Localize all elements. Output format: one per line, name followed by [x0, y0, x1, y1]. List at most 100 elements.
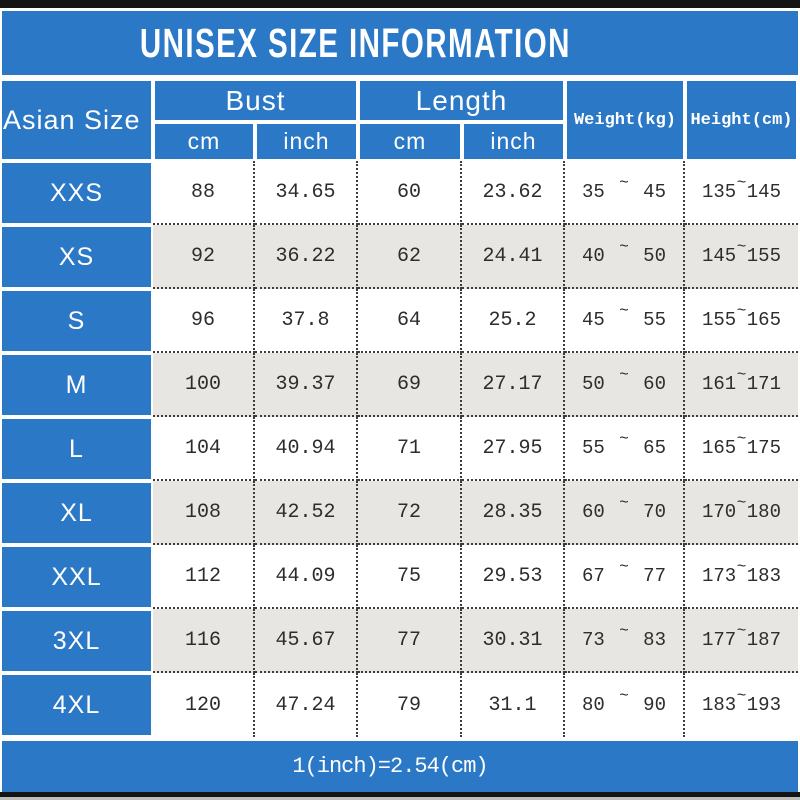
- length-inch-cell: 29.53: [462, 545, 565, 609]
- bust-cm-cell: 92: [153, 225, 255, 289]
- tilde-separator: ~: [619, 558, 629, 576]
- length-inch-cell: 23.62: [462, 161, 565, 225]
- weight-min: 45: [582, 309, 605, 331]
- bust-cm-cell: 100: [153, 353, 255, 417]
- weight-range-cell: 35 ~ 45: [565, 161, 685, 225]
- length-cm-cell: 64: [358, 289, 462, 353]
- weight-min: 40: [582, 245, 605, 267]
- tilde-separator: ~: [736, 366, 747, 384]
- tilde-separator: ~: [736, 687, 747, 705]
- weight-min: 55: [582, 437, 605, 459]
- weight-min: 80: [582, 694, 605, 716]
- length-inch-cell: 28.35: [462, 481, 565, 545]
- bust-inch-cell: 47.24: [255, 673, 358, 737]
- header-length: Length: [358, 79, 565, 122]
- conversion-note: 1(inch)=2.54(cm): [292, 754, 488, 779]
- length-cm-cell: 69: [358, 353, 462, 417]
- height-min: 135: [702, 181, 737, 203]
- height-min: 183: [702, 694, 737, 716]
- size-chart-table: Asian Size Bust Length Weight(kg) Height…: [2, 79, 798, 737]
- height-range-cell: 170 ~ 180: [685, 481, 798, 545]
- height-range-cell: 155 ~ 165: [685, 289, 798, 353]
- weight-range-cell: 67 ~ 77: [565, 545, 685, 609]
- length-inch-cell: 30.31: [462, 609, 565, 673]
- weight-max: 50: [643, 245, 666, 267]
- size-label-4xl: 4XL: [2, 673, 153, 737]
- length-inch-cell: 27.17: [462, 353, 565, 417]
- tilde-separator: ~: [736, 238, 747, 256]
- weight-max: 60: [643, 373, 666, 395]
- height-min: 177: [702, 629, 737, 651]
- tilde-separator: ~: [736, 174, 747, 192]
- size-label-xl: XL: [2, 481, 153, 545]
- weight-max: 65: [643, 437, 666, 459]
- tilde-separator: ~: [619, 366, 629, 384]
- size-label-s: S: [2, 289, 153, 353]
- height-min: 165: [702, 437, 737, 459]
- length-cm-cell: 79: [358, 673, 462, 737]
- spacer: [0, 8, 800, 11]
- length-cm-cell: 77: [358, 609, 462, 673]
- header-bust-cm: cm: [153, 122, 255, 161]
- height-max: 183: [746, 565, 781, 587]
- footer-band: 1(inch)=2.54(cm): [2, 741, 798, 792]
- height-range-cell: 135 ~ 145: [685, 161, 798, 225]
- weight-range-cell: 45 ~ 55: [565, 289, 685, 353]
- length-inch-cell: 24.41: [462, 225, 565, 289]
- spacer: [0, 75, 800, 79]
- tilde-separator: ~: [736, 558, 747, 576]
- height-range-cell: 183 ~ 193: [685, 673, 798, 737]
- tilde-separator: ~: [736, 622, 747, 640]
- length-cm-cell: 60: [358, 161, 462, 225]
- header-asian-size: Asian Size: [2, 79, 153, 161]
- tilde-separator: ~: [619, 238, 629, 256]
- bust-cm-cell: 120: [153, 673, 255, 737]
- bust-inch-cell: 34.65: [255, 161, 358, 225]
- bust-inch-cell: 45.67: [255, 609, 358, 673]
- header-height: Height(cm): [685, 79, 798, 161]
- tilde-separator: ~: [619, 622, 629, 640]
- bust-inch-cell: 37.8: [255, 289, 358, 353]
- length-inch-cell: 25.2: [462, 289, 565, 353]
- size-label-xs: XS: [2, 225, 153, 289]
- weight-max: 77: [643, 565, 666, 587]
- bottom-black-bar: [0, 792, 800, 797]
- bust-cm-cell: 88: [153, 161, 255, 225]
- height-min: 170: [702, 501, 737, 523]
- bust-cm-cell: 112: [153, 545, 255, 609]
- weight-min: 67: [582, 565, 605, 587]
- bust-inch-cell: 42.52: [255, 481, 358, 545]
- height-max: 155: [746, 245, 781, 267]
- header-weight: Weight(kg): [565, 79, 685, 161]
- height-range-cell: 161 ~ 171: [685, 353, 798, 417]
- bust-inch-cell: 44.09: [255, 545, 358, 609]
- weight-max: 90: [643, 694, 666, 716]
- weight-min: 50: [582, 373, 605, 395]
- length-cm-cell: 72: [358, 481, 462, 545]
- tilde-separator: ~: [736, 430, 747, 448]
- tilde-separator: ~: [736, 494, 747, 512]
- bust-inch-cell: 39.37: [255, 353, 358, 417]
- weight-range-cell: 80 ~ 90: [565, 673, 685, 737]
- weight-range-cell: 60 ~ 70: [565, 481, 685, 545]
- weight-range-cell: 73 ~ 83: [565, 609, 685, 673]
- height-min: 155: [702, 309, 737, 331]
- size-label-l: L: [2, 417, 153, 481]
- height-max: 193: [746, 694, 781, 716]
- weight-range-cell: 55 ~ 65: [565, 417, 685, 481]
- size-label-3xl: 3XL: [2, 609, 153, 673]
- bust-inch-cell: 40.94: [255, 417, 358, 481]
- tilde-separator: ~: [619, 174, 629, 192]
- tilde-separator: ~: [619, 430, 629, 448]
- length-inch-cell: 27.95: [462, 417, 565, 481]
- size-label-m: M: [2, 353, 153, 417]
- length-cm-cell: 62: [358, 225, 462, 289]
- weight-max: 83: [643, 629, 666, 651]
- height-range-cell: 173 ~ 183: [685, 545, 798, 609]
- page-title: UNISEX SIZE INFORMATION: [139, 19, 571, 66]
- header-length-inch: inch: [462, 122, 565, 161]
- weight-min: 73: [582, 629, 605, 651]
- height-max: 187: [746, 629, 781, 651]
- title-band: UNISEX SIZE INFORMATION: [2, 11, 798, 75]
